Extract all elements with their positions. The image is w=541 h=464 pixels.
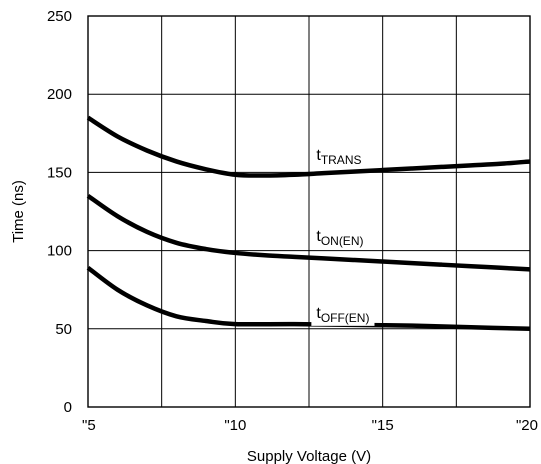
plot-frame (87, 15, 531, 408)
series-label-background (311, 303, 375, 326)
grid (88, 16, 530, 407)
series-label-background (311, 227, 369, 250)
series-label-main: t (316, 228, 321, 245)
series-label: tOFF(EN) (316, 305, 369, 325)
x-tick-label: "20 (516, 417, 538, 434)
y-tick-label: 150 (47, 164, 72, 181)
series-label-main: t (316, 147, 321, 164)
tick-labels: 0 50 100 150 200 250 "5 "10 "15 "20 (47, 8, 538, 434)
y-tick-label: 250 (47, 8, 72, 25)
series-line-onen (86, 194, 531, 272)
series-curves (86, 115, 531, 332)
series-label: tON(EN) (316, 228, 363, 248)
x-tick-label: "15 (372, 417, 394, 434)
series-label-subscript: OFF(EN) (321, 311, 370, 325)
y-tick-label: 200 (47, 86, 72, 103)
x-axis-title: Supply Voltage (V) (247, 448, 371, 464)
y-axis-title: Time (ns) (10, 180, 27, 243)
series-line-offen (86, 265, 531, 332)
series-line-trans (86, 115, 531, 178)
series-label: tTRANS (316, 147, 361, 167)
series-label-main: t (316, 305, 321, 322)
series-label-subscript: ON(EN) (321, 234, 364, 248)
series-label-subscript: TRANS (321, 153, 362, 167)
x-tick-label: "5 (82, 417, 96, 434)
series-label-background (311, 145, 367, 168)
y-tick-label: 50 (55, 321, 72, 338)
y-tick-label: 100 (47, 243, 72, 260)
x-tick-label: "10 (224, 417, 246, 434)
y-tick-label: 0 (64, 399, 72, 416)
